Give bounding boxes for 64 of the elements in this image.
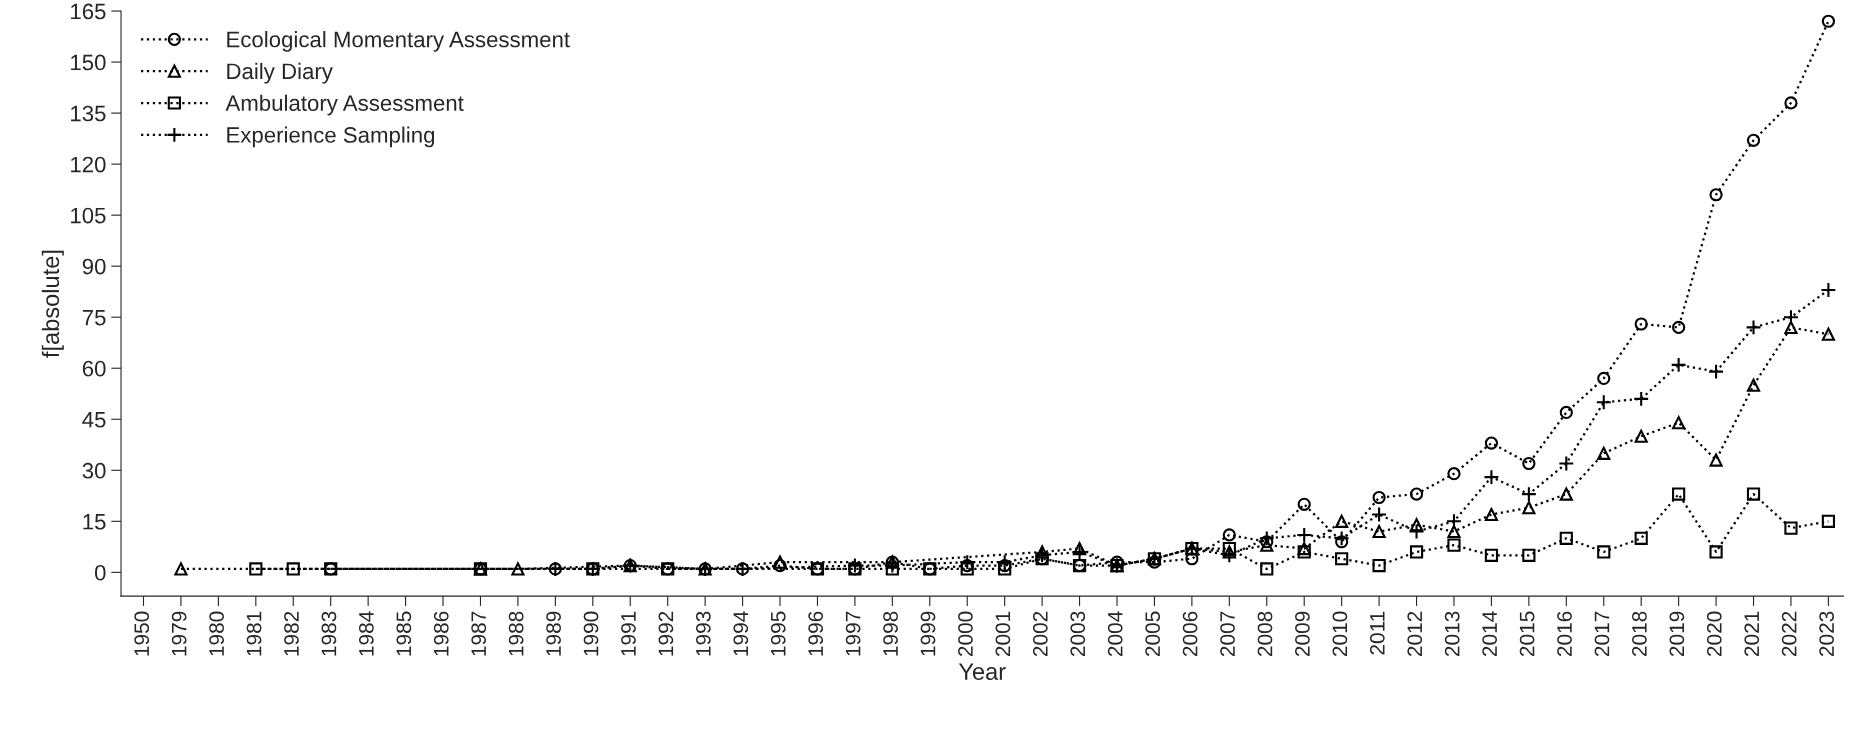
legend-label: Daily Diary — [227, 62, 333, 84]
y-tick-label: 0 — [94, 564, 106, 581]
x-tick-label: 1997 — [845, 611, 861, 656]
x-tick-label: 2001 — [995, 611, 1011, 657]
x-tick-label: 1998 — [883, 611, 898, 656]
x-tick-label: 2012 — [1407, 611, 1423, 657]
x-tick-label: 1979 — [171, 611, 187, 656]
x-tick-label: 1993 — [695, 611, 711, 656]
x-tick-label: 2021 — [1744, 611, 1760, 657]
x-tick-label: 2009 — [1295, 611, 1310, 657]
y-tick-label: 165 — [71, 3, 106, 20]
x-tick-label: 2011 — [1369, 611, 1385, 655]
x-tick-label: 1999 — [920, 611, 936, 656]
x-tick-label: 2016 — [1557, 611, 1572, 657]
x-tick-label: 2010 — [1332, 611, 1348, 657]
x-tick-label: 1990 — [583, 611, 599, 656]
y-tick-label: 135 — [71, 105, 106, 122]
x-tick-label: 1992 — [658, 611, 674, 656]
x-tick-label: 2014 — [1482, 611, 1498, 657]
x-tick-label: 1988 — [508, 611, 524, 656]
x-tick-label: 1950 — [134, 611, 150, 656]
x-tick-label: 1984 — [358, 611, 374, 656]
x-tick-label: 1980 — [209, 611, 224, 656]
x-tick-label: 1983 — [321, 611, 337, 656]
y-tick-label: 105 — [71, 207, 106, 224]
x-tick-label: 1987 — [471, 611, 487, 656]
x-tick-label: 2005 — [1145, 611, 1161, 657]
x-tick-label: 2000 — [958, 611, 973, 657]
x-tick-label: 2023 — [1819, 611, 1834, 657]
legend-label: Experience Sampling — [227, 126, 435, 148]
x-tick-label: 1989 — [546, 611, 561, 656]
x-tick-label: 2018 — [1632, 611, 1647, 657]
x-tick-label: 1982 — [284, 611, 299, 656]
y-tick-label: 45 — [82, 412, 106, 428]
y-axis-title: f[absolute] — [41, 250, 64, 358]
x-tick-label: 1986 — [433, 611, 449, 656]
x-tick-label: 2019 — [1669, 611, 1685, 657]
x-tick-label: 2003 — [1070, 611, 1086, 657]
x-tick-label: 1995 — [770, 611, 786, 656]
x-tick-label: 2002 — [1032, 611, 1048, 657]
x-tick-label: 1991 — [621, 611, 636, 656]
legend-label: Ambulatory Assessment — [225, 94, 464, 116]
x-tick-label: 2004 — [1107, 611, 1123, 657]
x-tick-label: 2022 — [1781, 611, 1797, 657]
x-tick-label: 1981 — [246, 611, 262, 656]
x-axis-title: Year — [958, 663, 1006, 680]
x-tick-label: 2008 — [1257, 611, 1273, 657]
x-tick-label: 1996 — [808, 611, 824, 656]
x-tick-label: 2020 — [1706, 611, 1722, 657]
y-tick-label: 90 — [82, 258, 106, 275]
x-tick-label: 2013 — [1444, 611, 1460, 657]
x-tick-label: 1985 — [396, 611, 412, 656]
x-tick-label: 2017 — [1594, 611, 1610, 657]
x-tick-label: 1994 — [733, 611, 749, 656]
y-tick-label: 150 — [71, 54, 106, 71]
y-tick-label: 75 — [82, 309, 106, 326]
y-tick-label: 15 — [83, 514, 106, 530]
legend-label: Ecological Momentary Assessment — [227, 31, 570, 52]
x-tick-label: 2015 — [1519, 611, 1535, 657]
x-tick-label: 2007 — [1220, 611, 1235, 657]
x-tick-label: 2006 — [1182, 611, 1198, 657]
y-tick-label: 120 — [71, 156, 106, 173]
y-tick-label: 30 — [82, 462, 106, 479]
y-tick-label: 60 — [82, 360, 106, 377]
